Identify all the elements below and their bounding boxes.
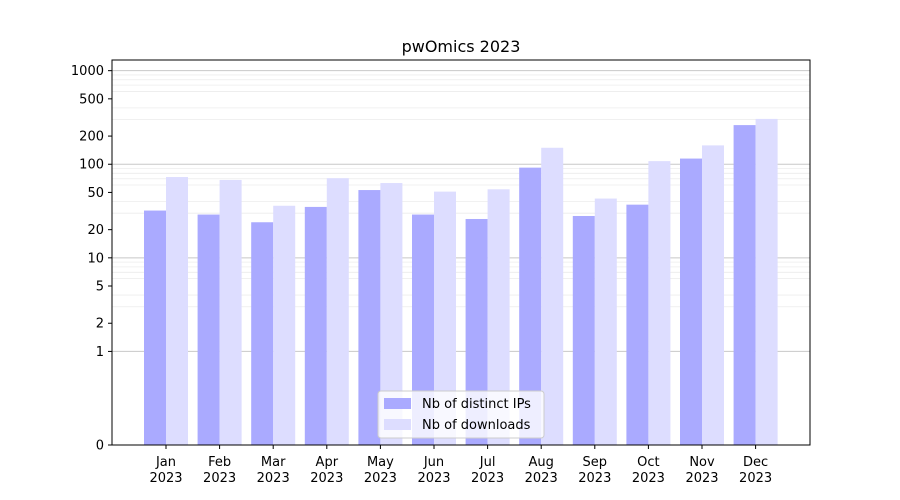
bar-distinct-ips (626, 204, 649, 445)
bars (144, 118, 778, 446)
bar-downloads (219, 179, 242, 445)
bar-distinct-ips (251, 222, 274, 445)
y-tick-label: 200 (79, 130, 104, 145)
legend: Nb of distinct IPs Nb of downloads (377, 390, 545, 439)
y-tick-label: 500 (79, 92, 104, 107)
bar-downloads (648, 161, 671, 445)
x-tick-label-year: 2023 (364, 471, 397, 486)
bar-downloads (487, 189, 510, 445)
legend-swatch (384, 398, 411, 409)
bar-downloads (273, 205, 296, 445)
x-tick-label-month: Apr (316, 455, 339, 470)
y-tick-label: 1 (96, 345, 104, 360)
x-tick-label-year: 2023 (739, 471, 772, 486)
legend-box (377, 390, 545, 439)
x-tick-label-month: Dec (743, 455, 768, 470)
legend-swatch (384, 419, 411, 430)
y-tick-label: 20 (87, 223, 104, 238)
bar-downloads (434, 191, 456, 445)
y-tick-label: 100 (79, 158, 104, 173)
x-tick-label-month: Jan (155, 455, 176, 470)
y-tick-label: 1000 (71, 64, 104, 79)
x-tick-label-month: Jun (423, 455, 444, 470)
bar-distinct-ips (412, 214, 434, 445)
bar-distinct-ips (304, 206, 327, 445)
plot-frame (111, 59, 811, 446)
y-tick-label: 5 (96, 280, 104, 295)
x-tick-label-month: Aug (529, 455, 554, 470)
bar-downloads (755, 118, 778, 445)
x-tick-label-month: May (367, 455, 394, 470)
y-tick-label: 0 (96, 439, 104, 454)
x-tick-label-month: Oct (637, 455, 659, 470)
x-tick-label-year: 2023 (525, 471, 558, 486)
y-tick-label: 10 (87, 251, 104, 266)
x-tick-label-year: 2023 (632, 471, 665, 486)
bar-distinct-ips (144, 210, 166, 445)
bar-downloads (326, 178, 349, 445)
x-tick-label-month: Jul (479, 455, 496, 470)
x-tick-label-year: 2023 (471, 471, 504, 486)
bar-distinct-ips (358, 190, 381, 445)
bar-downloads (380, 183, 403, 446)
legend-label: Nb of distinct IPs (422, 397, 531, 412)
y-tick-label: 2 (96, 317, 104, 332)
x-tick-label-month: Nov (689, 455, 715, 470)
x-tick-label-year: 2023 (417, 471, 450, 486)
chart-title: pwOmics 2023 (402, 37, 521, 56)
bar-downloads (541, 147, 564, 445)
x-tick-label-year: 2023 (578, 471, 611, 486)
bar-distinct-ips (733, 125, 756, 446)
x-tick-label-year: 2023 (149, 471, 182, 486)
x-tick-label-month: Mar (261, 455, 286, 470)
x-tick-label-month: Feb (208, 455, 231, 470)
bar-distinct-ips (197, 214, 220, 445)
y-tick-label: 50 (87, 186, 104, 201)
x-tick-label-month: Sep (583, 455, 608, 470)
bar-distinct-ips (572, 215, 595, 445)
x-tick-label-year: 2023 (685, 471, 718, 486)
bar-distinct-ips (519, 167, 542, 445)
y-axis: 0 1 2 5 10 20 50 100 200 500 1000 (71, 64, 112, 454)
x-tick-label-year: 2023 (310, 471, 343, 486)
x-tick-label-year: 2023 (257, 471, 290, 486)
bar-distinct-ips (465, 218, 488, 445)
bar-downloads (702, 145, 724, 445)
bar-distinct-ips (680, 158, 702, 445)
bar-downloads (166, 177, 188, 446)
x-tick-label-year: 2023 (203, 471, 236, 486)
legend-label: Nb of downloads (422, 418, 531, 433)
x-axis: Jan2023Feb2023Mar2023Apr2023May2023Jun20… (149, 445, 772, 486)
bar-downloads (594, 198, 617, 445)
